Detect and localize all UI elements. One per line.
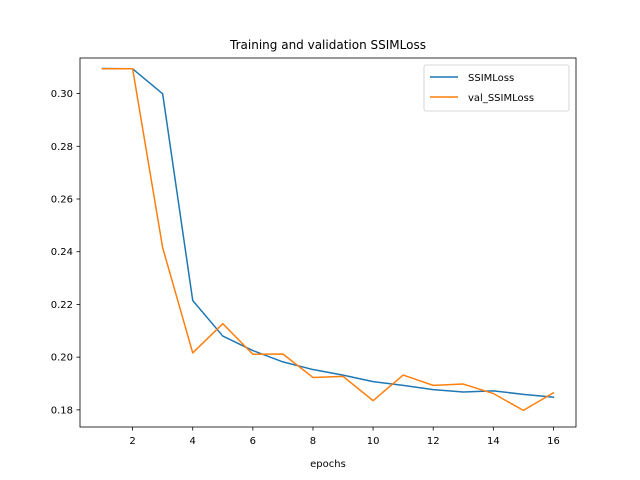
y-tick-label: 0.24 bbox=[51, 247, 73, 258]
x-axis-label: epochs bbox=[310, 459, 346, 470]
legend-label-1: SSIMLoss bbox=[468, 73, 514, 84]
y-tick-label: 0.22 bbox=[51, 300, 73, 311]
x-tick-label: 16 bbox=[547, 436, 560, 447]
series-line-2 bbox=[101, 68, 555, 412]
y-tick-label: 0.20 bbox=[51, 353, 73, 364]
plot-area: 2 4 6 8 10 12 14 16 0.18 0.20 0.22 0.24 0.26 0.28 0.30… bbox=[51, 57, 577, 447]
y-tick-label: 0.30 bbox=[51, 89, 73, 100]
y-tick-label: 0.26 bbox=[51, 195, 73, 206]
x-tick-label: 12 bbox=[427, 436, 440, 447]
chart-title: Training and validation SSIMLoss bbox=[229, 38, 426, 52]
y-tick-label: 0.28 bbox=[51, 142, 73, 153]
legend-box bbox=[423, 64, 570, 112]
x-tick-label: 6 bbox=[250, 436, 256, 447]
x-tick-label: 8 bbox=[310, 436, 316, 447]
y-tick-label: 0.18 bbox=[51, 405, 73, 416]
x-tick-label: 10 bbox=[367, 436, 380, 447]
legend-label-2: val_SSIMLoss bbox=[468, 93, 534, 104]
series-line-1 bbox=[101, 67, 555, 399]
axes-frame bbox=[79, 57, 577, 428]
x-tick-label: 4 bbox=[190, 436, 196, 447]
x-tick-label: 14 bbox=[487, 436, 500, 447]
x-tick-label: 2 bbox=[129, 436, 135, 447]
